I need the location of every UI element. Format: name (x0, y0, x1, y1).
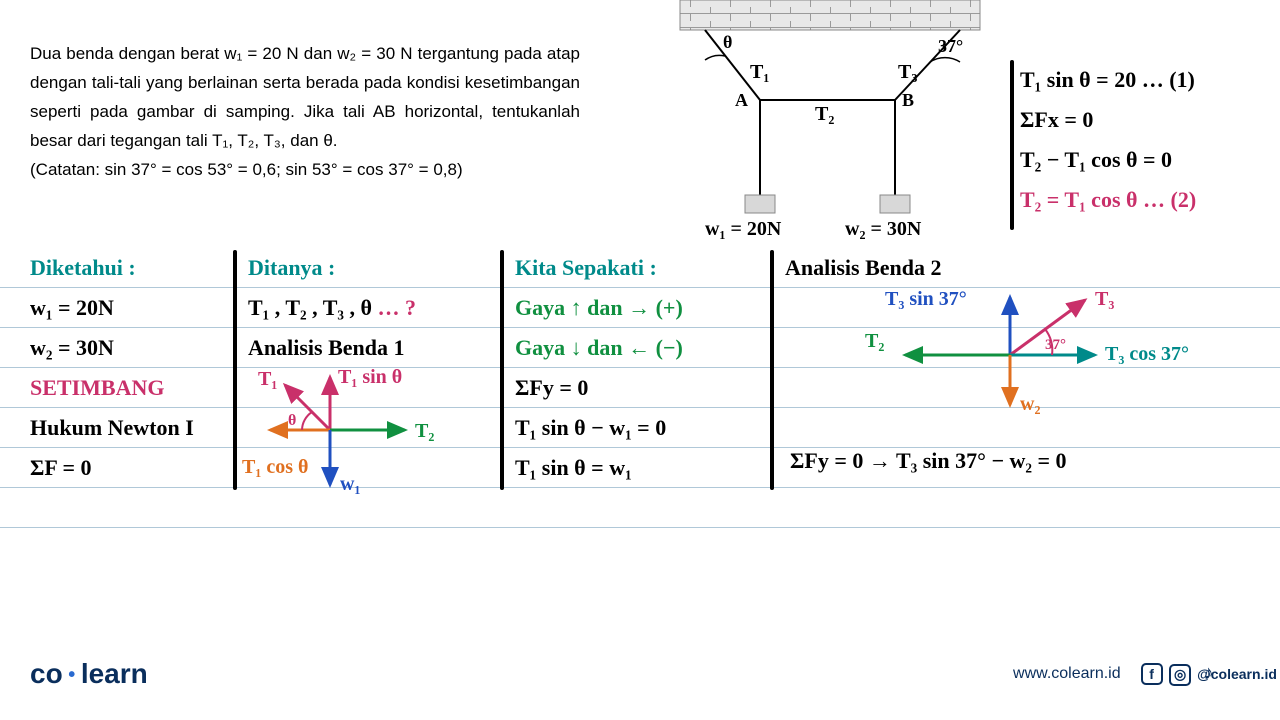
footer-handle: @colearn.id (1226, 663, 1248, 685)
row: ΣFy = 0 (515, 368, 683, 408)
svg-text:T₃ cos 37°: T₃ cos 37° (1105, 343, 1189, 365)
column-ditanya: Ditanya : T₁ , T₂ , T₃ , θ … ? Analisis … (248, 248, 416, 368)
row: SETIMBANG (30, 368, 194, 408)
column-benda2: Analisis Benda 2 (785, 248, 942, 288)
t1-label: T₁ (750, 61, 769, 83)
angle-37: 37° (938, 36, 963, 56)
row: Analisis Benda 1 (248, 328, 416, 368)
row: Gaya ↓ dan ← (−) (515, 328, 683, 368)
eq: T₂ − T₁ cos θ = 0 (1020, 140, 1196, 180)
footer: co • learn www.colearn.id f ◎ ♪ @colearn… (30, 658, 1250, 690)
problem-line: T₂, T₃, dan θ. (237, 131, 337, 150)
row: T₁ , T₂ , T₃ , θ (248, 295, 378, 320)
row: Gaya ↑ dan → (+) (515, 288, 683, 328)
row: T₁ sin θ − w₁ = 0 (515, 408, 683, 448)
row: Hukum Newton I (30, 408, 194, 448)
brand-logo: co • learn (30, 658, 148, 690)
svg-text:T₁ cos θ: T₁ cos θ (242, 456, 308, 478)
row: ΣF = 0 (30, 448, 194, 488)
social-icons: f ◎ ♪ @colearn.id (1141, 663, 1250, 686)
t2-label: T₂ (815, 103, 834, 125)
svg-text:w₁: w₁ (340, 473, 360, 495)
instagram-icon: ◎ (1169, 664, 1191, 686)
t3-label: T₃ (898, 61, 917, 83)
row: … ? (378, 295, 417, 320)
footer-url: www.colearn.id (1013, 665, 1121, 683)
svg-text:w₂: w₂ (1020, 393, 1040, 415)
facebook-icon: f (1141, 663, 1163, 685)
svg-text:T₁ sin θ: T₁ sin θ (338, 366, 402, 388)
heading: Diketahui : (30, 248, 194, 288)
svg-text:T₁: T₁ (258, 368, 277, 390)
heading: Ditanya : (248, 248, 416, 288)
eq: ΣFx = 0 (1020, 100, 1196, 140)
b-label: B (902, 90, 914, 110)
svg-text:T₃ sin 37°: T₃ sin 37° (885, 288, 967, 310)
svg-text:T₂: T₂ (865, 330, 884, 352)
row: w₁ = 20N (30, 288, 194, 328)
rope-diagram: θ 37° T₁ T₃ T₂ A B w₁ = 20N w₂ = 30N (590, 0, 1010, 240)
svg-text:37°: 37° (1045, 337, 1066, 353)
svg-text:T₂: T₂ (415, 420, 434, 442)
row: T₁ sin θ = w₁ (515, 448, 683, 488)
separator (500, 250, 504, 490)
problem-statement: Dua benda dengan berat w₁ = 20 N dan w₂ … (30, 40, 580, 184)
w2-label: w₂ = 30N (845, 218, 922, 240)
fbd-benda-1: T₁ T₁ sin θ T₂ T₁ cos θ w₁ θ (240, 365, 490, 500)
separator (770, 250, 774, 490)
theta-label: θ (723, 32, 732, 52)
column-diketahui: Diketahui : w₁ = 20N w₂ = 30N SETIMBANG … (30, 248, 194, 488)
eq: T₁ sin θ = 20 … (1) (1020, 60, 1196, 100)
fbd-benda-2: T₃ sin 37° T₃ T₃ cos 37° T₂ w₂ 37° (790, 285, 1280, 435)
problem-line: (Catatan: sin 37° = cos 53° = 0,6; sin 5… (30, 160, 463, 179)
eq: T₂ = T₁ cos θ … (2) (1020, 180, 1196, 220)
svg-text:θ: θ (288, 412, 296, 429)
heading: Analisis Benda 2 (785, 248, 942, 288)
a-label: A (735, 90, 748, 110)
heading: Kita Sepakati : (515, 248, 683, 288)
column-sepakati: Kita Sepakati : Gaya ↑ dan → (+) Gaya ↓ … (515, 248, 683, 488)
row: w₂ = 30N (30, 328, 194, 368)
separator (233, 250, 237, 490)
separator (1010, 60, 1014, 230)
svg-text:T₃: T₃ (1095, 288, 1114, 310)
w1-label: w₁ = 20N (705, 218, 782, 240)
eq-final: ΣFy = 0 → T₃ sin 37° − w₂ = 0 (790, 448, 1067, 474)
top-right-equations: T₁ sin θ = 20 … (1) ΣFx = 0 T₂ − T₁ cos … (1020, 60, 1196, 220)
